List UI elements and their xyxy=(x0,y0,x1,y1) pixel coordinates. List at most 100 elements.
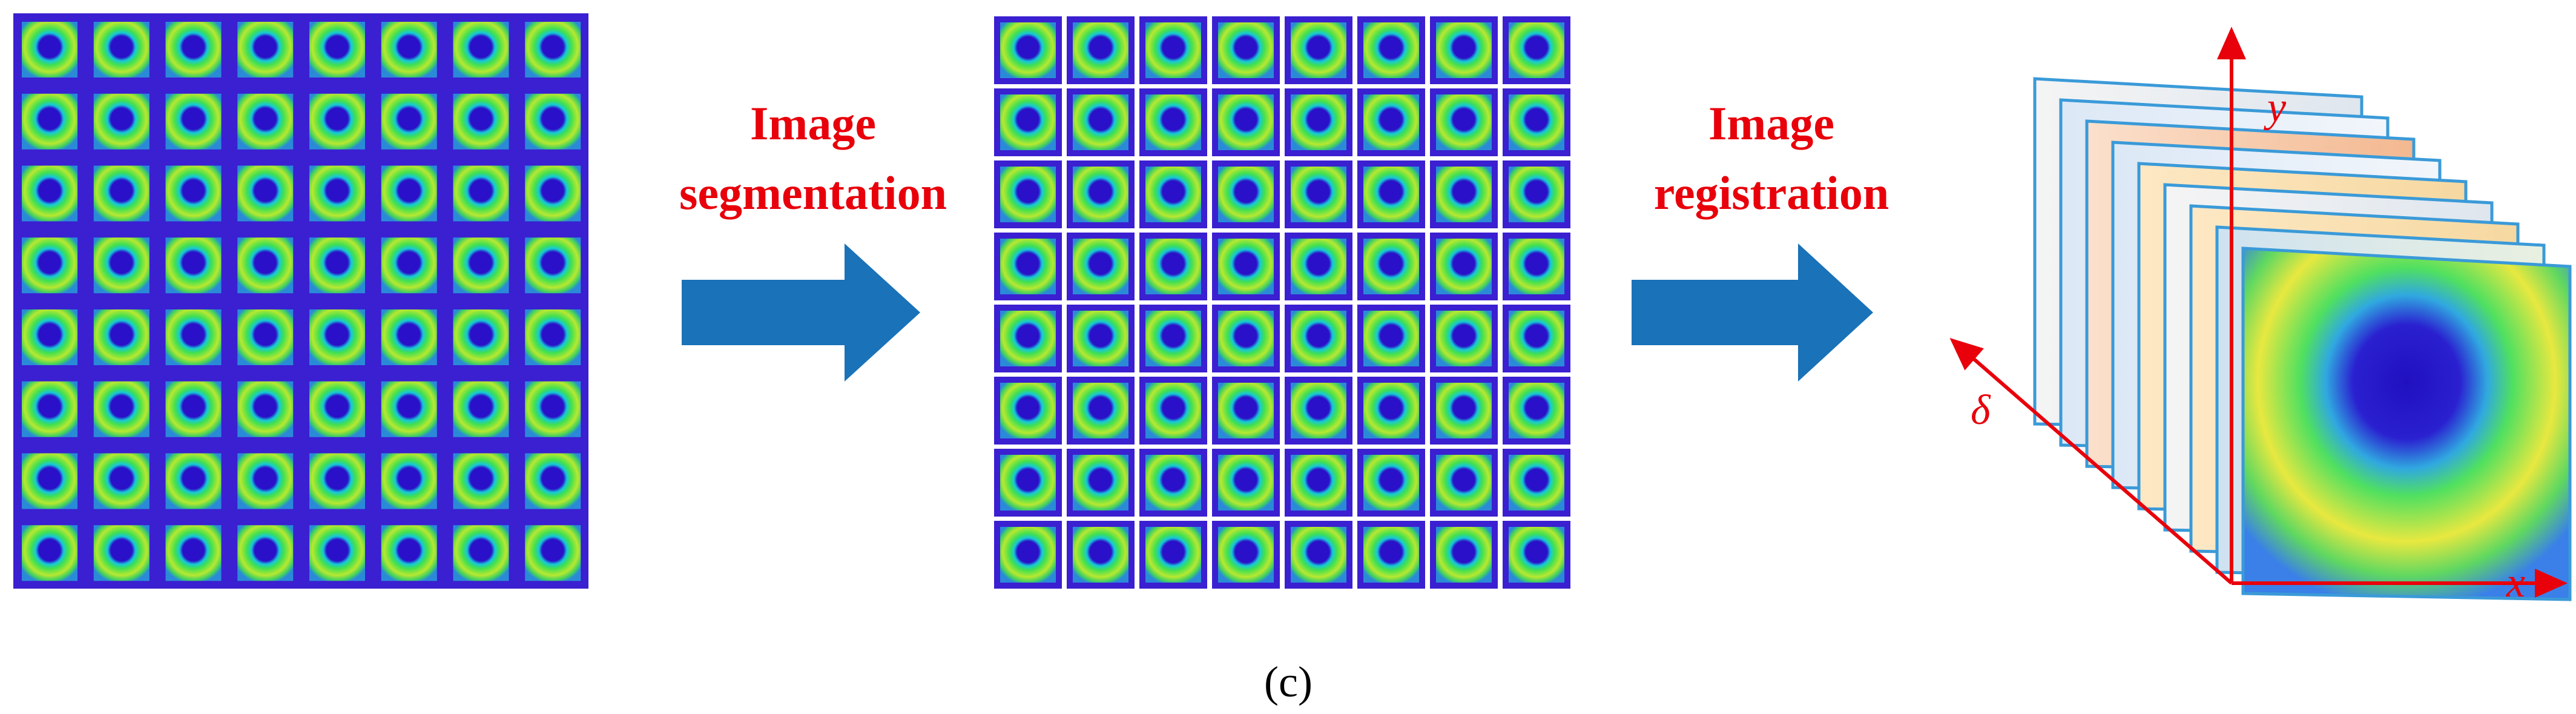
tile xyxy=(1145,94,1201,150)
tile xyxy=(237,165,294,222)
tile xyxy=(453,93,509,150)
tile xyxy=(1000,527,1056,583)
tile xyxy=(237,381,294,437)
tile xyxy=(165,93,222,150)
tile xyxy=(1436,527,1492,583)
image-plane xyxy=(2241,246,2572,601)
tile xyxy=(1218,455,1274,511)
tile xyxy=(1218,167,1274,222)
tile xyxy=(1291,311,1346,366)
tile xyxy=(1509,167,1564,222)
tile xyxy=(1436,383,1492,438)
step-label: registration xyxy=(1654,167,1889,219)
tile xyxy=(1509,311,1564,366)
tile xyxy=(1363,239,1419,294)
tile xyxy=(22,453,77,509)
tile xyxy=(381,453,437,509)
tile xyxy=(165,309,222,365)
tile xyxy=(1000,22,1056,78)
axis-label: y xyxy=(2264,84,2287,131)
tile xyxy=(381,309,437,365)
tile xyxy=(1145,239,1201,294)
tile xyxy=(1291,94,1346,150)
tile xyxy=(22,237,77,294)
tile xyxy=(1000,94,1056,150)
tile xyxy=(1291,239,1346,294)
axis-label: x xyxy=(2506,560,2525,606)
tile xyxy=(237,237,294,294)
tile xyxy=(237,93,294,150)
tile xyxy=(1218,22,1274,78)
tile xyxy=(1509,22,1564,78)
tile xyxy=(381,525,437,581)
arrow xyxy=(682,243,920,382)
arrow xyxy=(1632,243,1873,382)
tile xyxy=(309,237,365,294)
tile xyxy=(165,237,222,294)
tile xyxy=(22,309,77,365)
tile xyxy=(22,93,77,150)
tile xyxy=(237,22,294,78)
tile xyxy=(22,22,77,78)
tile xyxy=(1509,455,1564,511)
tile xyxy=(237,453,294,509)
tile xyxy=(1145,311,1201,366)
tile xyxy=(525,525,581,581)
tile xyxy=(381,93,437,150)
tile xyxy=(525,237,581,294)
segmented-grid xyxy=(994,16,1570,589)
tile xyxy=(22,165,77,222)
tile xyxy=(1509,383,1564,438)
tile xyxy=(1436,239,1492,294)
tile xyxy=(381,165,437,222)
step-label: Image xyxy=(1708,97,1834,150)
axis-label: δ xyxy=(1971,387,1991,434)
tile xyxy=(309,381,365,437)
tile xyxy=(1073,383,1128,438)
tile xyxy=(1000,383,1056,438)
tile xyxy=(1291,167,1346,222)
tile xyxy=(453,165,509,222)
tile xyxy=(1073,527,1128,583)
tile xyxy=(237,525,294,581)
tile xyxy=(165,453,222,509)
tile xyxy=(22,525,77,581)
tile xyxy=(165,381,222,437)
tile xyxy=(93,453,150,509)
tile xyxy=(1363,383,1419,438)
tile xyxy=(309,309,365,365)
delta-axis xyxy=(1949,338,2233,585)
tile xyxy=(1145,455,1201,511)
tile xyxy=(525,381,581,437)
tile xyxy=(237,309,294,365)
tile xyxy=(1363,311,1419,366)
tile xyxy=(1436,311,1492,366)
tile xyxy=(1436,94,1492,150)
caption: (c) xyxy=(1264,658,1313,706)
tile xyxy=(381,381,437,437)
image-stack xyxy=(2033,77,2572,601)
tile xyxy=(1073,311,1128,366)
tile xyxy=(453,453,509,509)
tile xyxy=(1218,94,1274,150)
tile xyxy=(93,381,150,437)
tile xyxy=(1000,455,1056,511)
tile xyxy=(1363,527,1419,583)
tile xyxy=(525,93,581,150)
tile xyxy=(165,165,222,222)
tile xyxy=(1073,239,1128,294)
tile xyxy=(1291,22,1346,78)
tile xyxy=(381,22,437,78)
tile xyxy=(1363,94,1419,150)
tile xyxy=(1218,311,1274,366)
tile xyxy=(525,309,581,365)
tile xyxy=(309,165,365,222)
tile xyxy=(1000,167,1056,222)
tile xyxy=(93,165,150,222)
tile xyxy=(1436,455,1492,511)
tile xyxy=(1363,167,1419,222)
tile xyxy=(525,453,581,509)
tile xyxy=(453,22,509,78)
tile xyxy=(1291,383,1346,438)
